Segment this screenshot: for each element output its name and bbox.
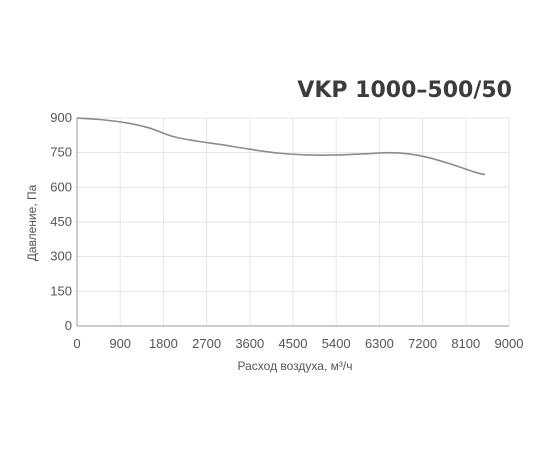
y-tick-label: 450 (50, 214, 72, 229)
axes (76, 118, 509, 327)
x-tick-label: 4500 (279, 336, 308, 351)
y-tick-label: 900 (50, 110, 72, 125)
x-tick-label: 2700 (192, 336, 221, 351)
chart-title: VKP 1000–500/50 (297, 78, 512, 103)
y-tick-label: 300 (50, 249, 72, 264)
x-tick-label: 7200 (408, 336, 437, 351)
x-tick-label: 0 (73, 336, 80, 351)
x-tick-label: 1800 (149, 336, 178, 351)
x-axis-ticks: 0 900 1800 2700 3600 4500 5400 6300 7200 8100 9000 (73, 336, 523, 351)
y-axis-ticks: 0 150 300 450 600 750 900 (50, 110, 72, 333)
series (76, 117, 486, 176)
x-tick-label: 900 (109, 336, 131, 351)
y-tick-label: 0 (65, 318, 72, 333)
x-tick-label: 3600 (235, 336, 264, 351)
y-tick-label: 750 (50, 145, 72, 160)
x-tick-label: 5400 (322, 336, 351, 351)
x-tick-label: 6300 (365, 336, 394, 351)
y-tick-label: 600 (50, 179, 72, 194)
y-axis-label: Давление, Па (25, 184, 39, 261)
y-tick-label: 150 (50, 283, 72, 298)
series-line (76, 117, 486, 176)
grid (77, 117, 510, 326)
x-tick-label: 9000 (495, 336, 524, 351)
x-tick-label: 8100 (451, 336, 480, 351)
x-axis-label: Расход воздуха, м³/ч (238, 359, 353, 373)
